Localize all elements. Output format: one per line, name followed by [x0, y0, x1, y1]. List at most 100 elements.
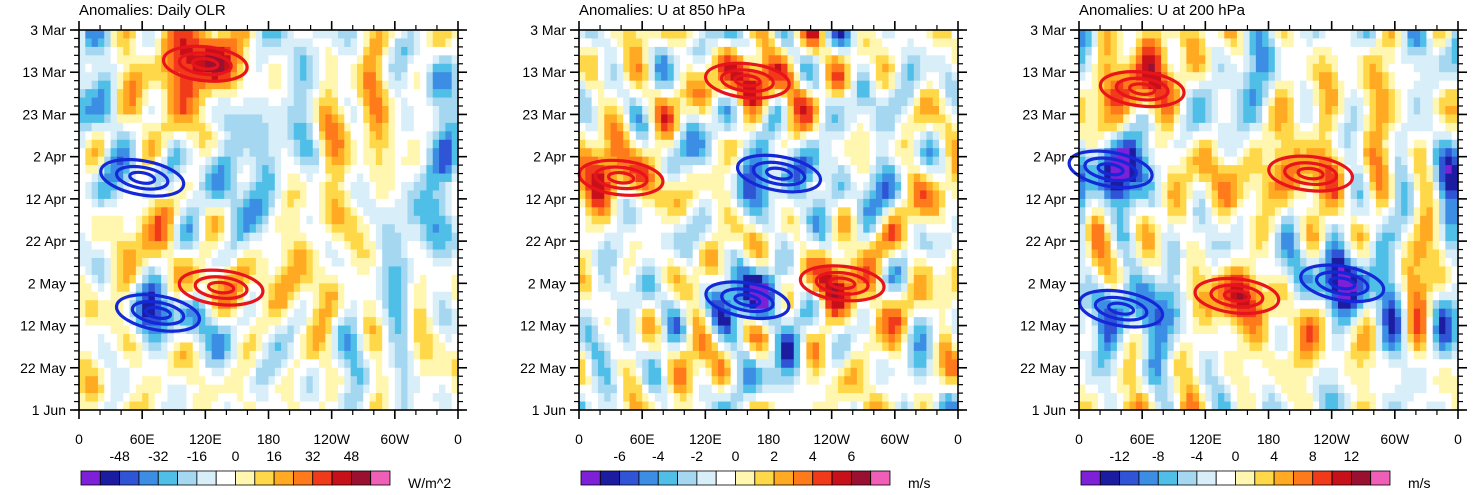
heatmap-cell [319, 376, 326, 386]
heatmap-cell [344, 55, 352, 65]
heatmap-cell [819, 182, 826, 191]
heatmap-cell [604, 207, 611, 217]
heatmap-cell [907, 106, 915, 115]
heatmap-cell [356, 97, 364, 107]
heatmap-cell [616, 258, 624, 267]
heatmap-cell [680, 156, 687, 166]
heatmap-cell [249, 97, 257, 107]
heatmap-cell [579, 249, 586, 259]
heatmap-cell [337, 30, 345, 39]
heatmap-cell [856, 232, 864, 242]
heatmap-cell [211, 198, 219, 208]
heatmap-cell [579, 182, 586, 191]
heatmap-cell [180, 224, 187, 234]
heatmap-cell [705, 317, 713, 326]
heatmap-cell [856, 89, 864, 98]
heatmap-cell [249, 46, 257, 56]
heatmap-cell [585, 63, 593, 73]
heatmap-cell [686, 258, 694, 267]
heatmap-cell [344, 30, 352, 39]
heatmap-cell [755, 97, 763, 107]
heatmap-cell [337, 367, 345, 377]
heatmap-cell [274, 38, 282, 48]
heatmap-cell [894, 266, 902, 276]
heatmap-cell [401, 106, 408, 115]
heatmap-cell [230, 190, 238, 200]
heatmap-cell [135, 72, 143, 82]
heatmap-cell [262, 148, 269, 158]
heatmap-cell [243, 182, 250, 191]
heatmap-cell [148, 384, 156, 394]
heatmap-cell [79, 190, 86, 200]
heatmap-cell [654, 165, 662, 174]
heatmap-cell [920, 308, 927, 318]
heatmap-cell [243, 291, 250, 301]
heatmap-cell [667, 106, 675, 115]
heatmap-cell [635, 55, 643, 65]
heatmap-cell [388, 291, 396, 301]
heatmap-cell [325, 291, 333, 301]
heatmap-cell [148, 207, 156, 217]
heatmap-cell [154, 148, 162, 158]
heatmap-cell [743, 131, 750, 141]
heatmap-cell [749, 308, 757, 318]
heatmap-cell [768, 30, 776, 39]
heatmap-cell [800, 190, 807, 200]
heatmap-cell [610, 215, 618, 225]
heatmap-cell [331, 106, 339, 115]
heatmap-cell [432, 325, 440, 335]
heatmap-cell [337, 106, 345, 115]
heatmap-cell [711, 249, 719, 259]
heatmap-cell [667, 274, 675, 284]
heatmap-cell [850, 207, 858, 217]
heatmap-cell [673, 131, 681, 141]
heatmap-cell [913, 215, 921, 225]
heatmap-cell [110, 89, 118, 98]
heatmap-cell [407, 325, 415, 335]
heatmap-cell [894, 215, 902, 225]
heatmap-cell [724, 283, 731, 293]
heatmap-cell [281, 258, 288, 267]
heatmap-cell [110, 359, 118, 369]
heatmap-cell [774, 300, 782, 310]
heatmap-cell [236, 215, 244, 225]
heatmap-cell [831, 97, 839, 107]
heatmap-cell [610, 266, 618, 276]
heatmap-cell [951, 283, 959, 293]
heatmap-cell [319, 72, 326, 82]
heatmap-cell [243, 384, 250, 394]
heatmap-cell [135, 249, 143, 259]
heatmap-cell [837, 232, 845, 242]
heatmap-cell [705, 198, 713, 208]
heatmap-cell [167, 63, 175, 73]
heatmap-cell [249, 300, 257, 310]
heatmap-cell [217, 80, 225, 90]
heatmap-cell [394, 325, 402, 335]
heatmap-cell [186, 334, 194, 343]
heatmap-cell [363, 148, 370, 158]
heatmap-cell [591, 283, 599, 293]
heatmap-cell [281, 63, 288, 73]
heatmap-cell [148, 393, 156, 402]
heatmap-cell [199, 325, 206, 335]
heatmap-cell [616, 173, 624, 183]
heatmap-cell [224, 190, 231, 200]
heatmap-cell [680, 232, 687, 242]
heatmap-cell [654, 30, 662, 39]
heatmap-cell [255, 114, 263, 124]
heatmap-cell [293, 215, 301, 225]
heatmap-cell [199, 232, 206, 242]
heatmap-cell [451, 97, 459, 107]
heatmap-cell [787, 72, 795, 82]
heatmap-cell [243, 325, 250, 335]
heatmap-cell [306, 63, 314, 73]
heatmap-cell [806, 300, 814, 310]
heatmap-cell [597, 224, 605, 234]
heatmap-cell [129, 89, 137, 98]
heatmap-cell [211, 283, 219, 293]
heatmap-cell [819, 266, 826, 276]
heatmap-cell [920, 114, 927, 124]
heatmap-cell [312, 207, 320, 217]
heatmap-cell [180, 376, 187, 386]
heatmap-cell [331, 367, 339, 377]
